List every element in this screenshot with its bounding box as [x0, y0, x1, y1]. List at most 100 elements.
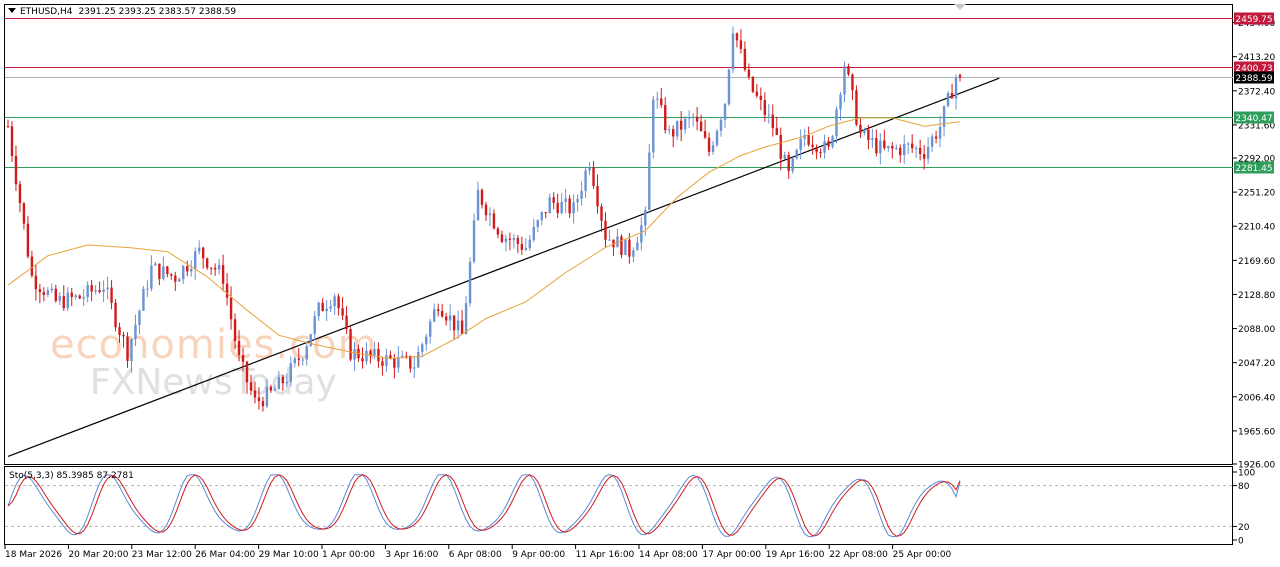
candle-body — [604, 220, 607, 240]
oscillator-main-value: 85.3985 — [56, 471, 94, 481]
candle-body — [345, 315, 348, 330]
candle-body — [329, 306, 332, 309]
candle-body — [46, 290, 50, 295]
candle-body — [233, 319, 237, 341]
level-tag-label: 2459.75 — [1235, 15, 1272, 25]
stochastic-tick-label: 80 — [1238, 482, 1250, 492]
candle-body — [134, 324, 137, 340]
candle-body — [528, 239, 532, 249]
candle-body — [731, 33, 735, 70]
high-value: 2393.25 — [118, 7, 156, 17]
candle-body — [675, 120, 679, 137]
candle-body — [369, 350, 372, 356]
candle-body — [297, 358, 300, 360]
candle-body — [672, 129, 675, 137]
candle-body — [560, 201, 563, 214]
price-tick-label: 2006.40 — [1238, 393, 1275, 403]
candle-body — [887, 145, 890, 149]
candle-body — [237, 340, 241, 356]
price-tick-label: 2128.80 — [1238, 291, 1275, 301]
candle-body — [186, 266, 189, 272]
candle-body — [265, 386, 269, 407]
oscillator-signal-value: 87.2781 — [96, 471, 134, 481]
candle-body — [918, 147, 922, 155]
candle-body — [436, 309, 440, 311]
candle-body — [624, 239, 627, 255]
candle-body — [819, 152, 822, 154]
candle-body — [783, 154, 786, 159]
price-tick-label: 2413.20 — [1238, 53, 1275, 63]
candle-body — [703, 131, 707, 138]
time-tick-label: 26 Mar 04:00 — [195, 550, 255, 560]
candle-body — [895, 147, 898, 149]
level-tag-box — [1234, 61, 1274, 74]
candle-body — [456, 320, 460, 331]
dropdown-triangle-icon[interactable] — [8, 8, 16, 13]
candle-body — [508, 238, 512, 240]
candle-body — [807, 135, 810, 145]
candle-body — [217, 265, 221, 270]
time-tick-label: 25 Apr 00:00 — [893, 550, 952, 560]
time-tick-label: 14 Apr 08:00 — [639, 550, 698, 560]
candle-body — [723, 104, 727, 120]
chart-shift-marker-icon[interactable] — [954, 4, 966, 10]
candle-body — [440, 310, 444, 317]
candle-body — [102, 289, 105, 293]
candle-body — [269, 386, 273, 391]
candle-body — [261, 401, 265, 407]
candle-body — [213, 267, 217, 270]
level-tag-label: 2400.73 — [1235, 64, 1272, 74]
candle-body — [341, 308, 344, 316]
candle-body — [325, 308, 328, 312]
candle-body — [608, 239, 611, 241]
candle-body — [914, 147, 918, 149]
candle-body — [14, 156, 18, 185]
candle-body — [504, 238, 508, 243]
price-tick-label: 2169.60 — [1238, 257, 1275, 267]
level-tag-box — [1234, 71, 1274, 84]
candle-body — [150, 265, 153, 289]
candle-body — [628, 239, 631, 257]
candle-body — [763, 100, 767, 115]
candle-body — [313, 316, 316, 335]
candle-body — [126, 336, 129, 362]
candle-body — [799, 138, 802, 150]
candle-body — [448, 315, 452, 321]
candle-body — [691, 116, 695, 118]
candle-body — [847, 66, 850, 75]
level-tag-box — [1234, 111, 1274, 124]
candle-body — [472, 220, 476, 262]
candle-body — [66, 292, 69, 309]
price-tick-label: 1926.00 — [1238, 461, 1275, 471]
price-tick-label: 2372.40 — [1238, 87, 1275, 97]
price-panel[interactable] — [4, 4, 1233, 465]
candle-body — [942, 106, 946, 127]
candle-body — [429, 321, 432, 337]
candle-body — [779, 134, 782, 159]
candle-body — [26, 223, 30, 257]
candle-body — [950, 93, 954, 99]
stochastic-tick-label: 20 — [1238, 523, 1250, 533]
candle-body — [564, 198, 567, 202]
candle-body — [78, 295, 81, 299]
candle-body — [739, 40, 743, 49]
candle-body — [273, 389, 277, 391]
stochastic-group — [5, 474, 1233, 538]
candle-body — [488, 213, 492, 216]
candle-body — [759, 95, 763, 101]
candle-body — [934, 136, 938, 139]
candle-body — [365, 350, 368, 362]
candle-body — [524, 248, 528, 250]
candle-body — [855, 90, 858, 125]
close-value: 2388.59 — [198, 7, 237, 17]
candle-body — [58, 296, 61, 301]
candle-body — [249, 382, 253, 391]
candle-body — [146, 288, 149, 290]
candle-body — [433, 309, 436, 322]
candle-body — [421, 344, 424, 352]
candle-body — [572, 202, 575, 214]
candle-body — [588, 167, 591, 171]
candle-body — [735, 33, 739, 41]
